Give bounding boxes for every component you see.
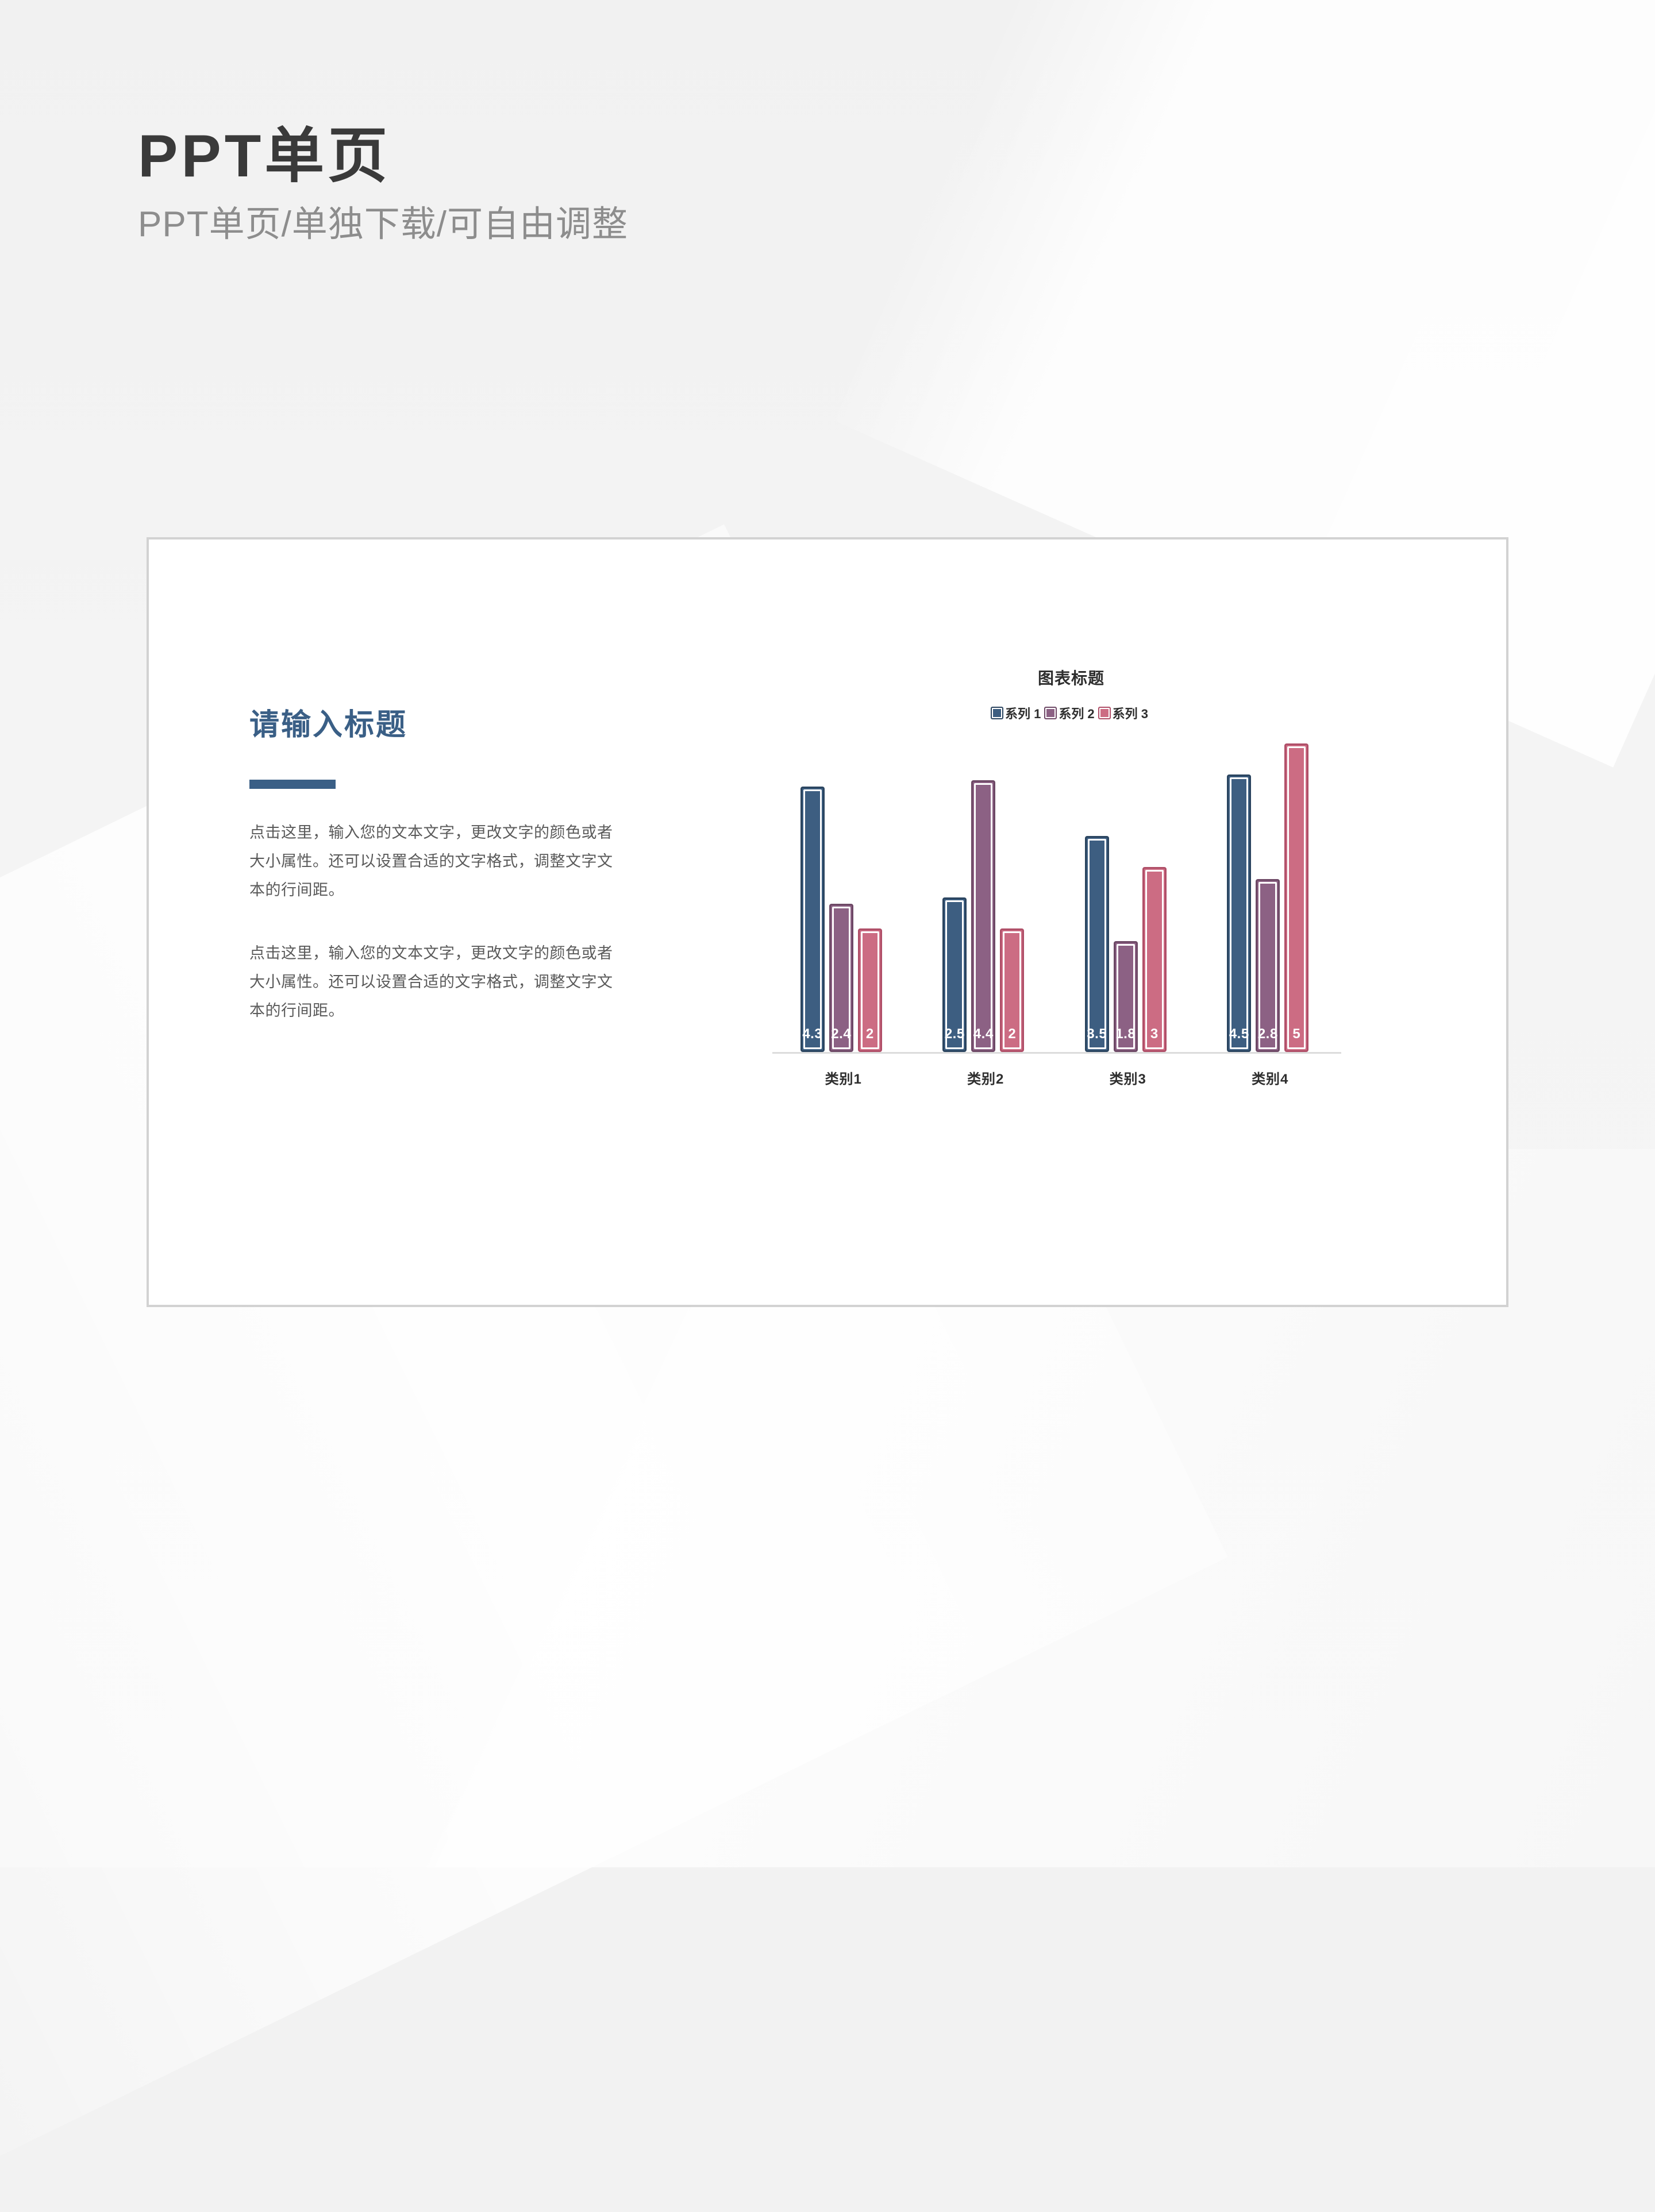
chart-bar-highlight xyxy=(1230,777,1249,1049)
body-paragraph-1: 点击这里，输入您的文本文字，更改文字的颜色或者大小属性。还可以设置合适的文字格式… xyxy=(249,824,613,899)
chart-bar[interactable]: 2.5 xyxy=(942,897,967,1052)
chart-bar[interactable]: 2 xyxy=(1000,928,1025,1052)
chart-title: 图表标题 xyxy=(1037,669,1104,687)
legend-swatch-icon xyxy=(1098,707,1111,719)
chart-bar-value-label: 1.8 xyxy=(1115,1026,1136,1042)
chart-bar-value-label: 4.5 xyxy=(1229,1026,1249,1042)
body-paragraph-2: 点击这里，输入您的文本文字，更改文字的颜色或者大小属性。还可以设置合适的文字格式… xyxy=(249,945,613,1019)
chart-plot-area: 4.3 2.4 2 类别1 2.5 4.4 2 类别2 3.5 1.8 3 类别3 4.5 2.8 5 类别4 xyxy=(772,743,1341,1087)
bar-chart: 图表标题 系列 1 系列 2 系列 3 4.3 2.4 2 类别1 2.5 4.4 2 类别2 3.… xyxy=(718,666,1425,1120)
chart-category-label: 类别1 xyxy=(825,1072,862,1087)
chart-bar-value-label: 3.5 xyxy=(1087,1026,1107,1042)
title-accent-rule xyxy=(249,780,336,789)
chart-category-label-wrap: 类别3 xyxy=(1085,1068,1171,1088)
chart-bar-highlight xyxy=(1087,839,1106,1049)
chart-bar[interactable]: 2.4 xyxy=(829,904,853,1052)
chart-bars-container: 4.3 2.4 2 类别1 2.5 4.4 2 类别2 3.5 1.8 3 类别3 4.5 2.8 5 类别4 xyxy=(772,743,1341,1087)
chart-category-label-wrap: 类别1 xyxy=(800,1068,887,1088)
chart-bar[interactable]: 5 xyxy=(1284,743,1309,1052)
chart-bar[interactable]: 3.5 xyxy=(1084,836,1109,1052)
chart-category-label-wrap: 类别2 xyxy=(942,1068,1029,1088)
legend-item-3[interactable]: 系列 3 xyxy=(1098,704,1152,722)
slide-heading: 请输入标题 xyxy=(249,708,408,742)
chart-bar-highlight xyxy=(1287,746,1306,1049)
chart-category-label: 类别4 xyxy=(1252,1072,1289,1087)
chart-bar-value-label: 2.8 xyxy=(1257,1026,1278,1042)
chart-category-group: 4.3 2.4 2 类别1 xyxy=(800,787,887,1087)
chart-bar-highlight xyxy=(803,789,822,1049)
chart-category-group: 2.5 4.4 2 类别2 xyxy=(942,780,1029,1087)
chart-category-label: 类别3 xyxy=(1109,1072,1146,1087)
legend-item-2[interactable]: 系列 2 xyxy=(1044,704,1098,722)
page-subtitle: PPT单页/单独下载/可自由调整 xyxy=(138,205,629,245)
chart-bar-value-label: 2 xyxy=(1008,1026,1017,1042)
chart-bar-value-label: 2 xyxy=(865,1026,874,1042)
legend-swatch-icon xyxy=(1044,707,1057,719)
legend-swatch-icon xyxy=(990,707,1003,719)
chart-category-group: 4.5 2.8 5 类别4 xyxy=(1227,743,1313,1087)
chart-bar[interactable]: 1.8 xyxy=(1113,941,1138,1052)
chart-x-axis-line xyxy=(772,1052,1341,1054)
chart-bar-value-label: 2.4 xyxy=(831,1026,852,1042)
chart-bar-value-label: 5 xyxy=(1292,1026,1301,1042)
chart-bar[interactable]: 4.4 xyxy=(971,780,996,1052)
legend-label: 系列 3 xyxy=(1112,707,1149,721)
page-title: PPT单页 xyxy=(138,123,391,190)
slide-left-column: 请输入标题 点击这里，输入您的文本文字，更改文字的颜色或者大小属性。还可以设置合… xyxy=(249,708,617,1026)
chart-bar-highlight xyxy=(1258,882,1277,1049)
chart-bar-value-label: 2.5 xyxy=(944,1026,965,1042)
chart-bar[interactable]: 4.5 xyxy=(1227,774,1252,1052)
legend-item-1[interactable]: 系列 1 xyxy=(990,704,1044,722)
chart-bar[interactable]: 2 xyxy=(857,928,882,1052)
chart-category-label: 类别2 xyxy=(967,1072,1004,1087)
chart-legend: 系列 1 系列 2 系列 3 xyxy=(870,704,1272,722)
chart-bar-value-label: 4.4 xyxy=(973,1026,994,1042)
slide-frame: 请输入标题 点击这里，输入您的文本文字，更改文字的颜色或者大小属性。还可以设置合… xyxy=(147,537,1508,1307)
chart-bar-highlight xyxy=(1145,870,1164,1049)
chart-bar-value-label: 4.3 xyxy=(802,1026,823,1042)
chart-bar-highlight xyxy=(974,783,993,1049)
chart-bar[interactable]: 4.3 xyxy=(800,787,825,1052)
legend-label: 系列 2 xyxy=(1059,707,1095,721)
chart-bar[interactable]: 3 xyxy=(1142,867,1167,1052)
chart-category-group: 3.5 1.8 3 类别3 xyxy=(1084,836,1171,1087)
chart-bar[interactable]: 2.8 xyxy=(1256,879,1280,1052)
chart-category-label-wrap: 类别4 xyxy=(1227,1068,1313,1088)
chart-bar-value-label: 3 xyxy=(1150,1026,1158,1042)
page-header: PPT单页 PPT单页/单独下载/可自由调整 xyxy=(138,125,628,245)
legend-label: 系列 1 xyxy=(1004,707,1041,721)
